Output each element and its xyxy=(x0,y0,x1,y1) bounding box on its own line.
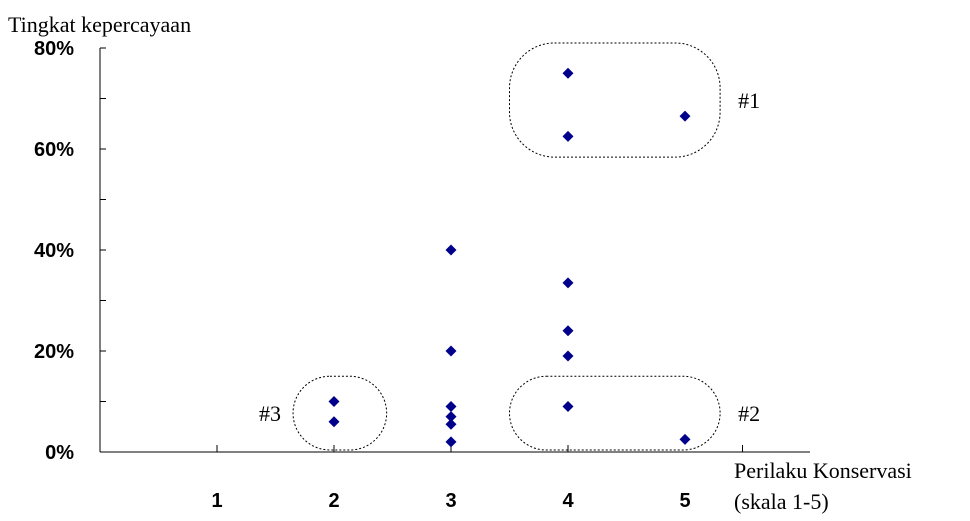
data-point xyxy=(562,130,574,142)
data-point xyxy=(445,418,457,430)
y-tick-label: 60% xyxy=(34,139,74,161)
y-axis-title: Tingkat kepercayaan xyxy=(8,12,191,37)
data-point xyxy=(445,436,457,448)
data-point xyxy=(328,416,340,428)
data-point xyxy=(445,244,457,256)
y-ticks: 0% 20% 40% 60% 80% xyxy=(34,38,106,464)
y-tick-label: 40% xyxy=(34,240,74,262)
group-label: #3 xyxy=(259,401,281,426)
group-label: #1 xyxy=(738,88,760,113)
data-point xyxy=(562,325,574,337)
group-outlines: #1 #2 #3 xyxy=(259,42,760,451)
data-point xyxy=(445,401,457,413)
x-tick-label: 5 xyxy=(679,490,690,512)
data-point xyxy=(562,401,574,413)
x-tick-label: 3 xyxy=(445,490,456,512)
data-point xyxy=(562,67,574,79)
x-tick-label: 1 xyxy=(211,490,222,512)
x-ticks: 1 2 3 4 5 xyxy=(211,445,743,512)
x-axis-title-line1: Perilaku Konservasi xyxy=(734,458,912,483)
data-points xyxy=(328,67,691,448)
data-point xyxy=(679,110,691,122)
data-point xyxy=(562,277,574,289)
y-tick-label: 20% xyxy=(34,341,74,363)
data-point xyxy=(679,433,691,445)
group-outline xyxy=(292,375,388,451)
y-tick-label: 80% xyxy=(34,38,74,60)
y-tick-label: 0% xyxy=(45,442,74,464)
group-outline xyxy=(509,375,721,451)
group-outline xyxy=(509,42,721,158)
data-point xyxy=(562,350,574,362)
x-tick-label: 2 xyxy=(328,490,339,512)
data-point xyxy=(445,411,457,423)
x-tick-label: 4 xyxy=(562,490,574,512)
x-axis-title-line2: (skala 1-5) xyxy=(734,489,829,514)
group-label: #2 xyxy=(738,401,760,426)
data-point xyxy=(445,345,457,357)
data-point xyxy=(328,396,340,407)
